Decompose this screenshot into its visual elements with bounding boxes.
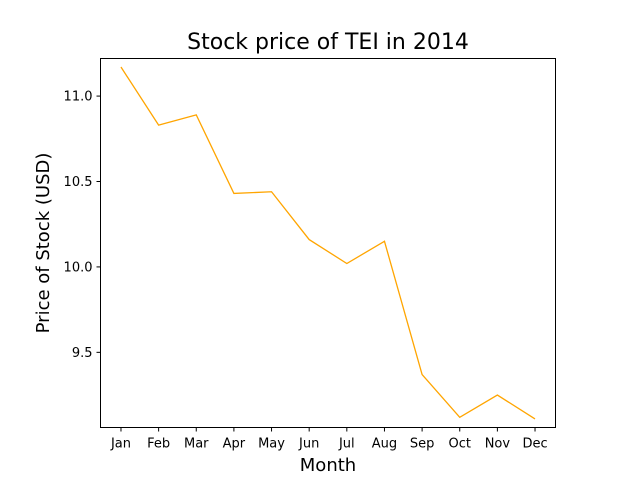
plot-frame — [100, 58, 556, 428]
x-tick-label: Oct — [449, 437, 471, 452]
x-tick-label: Aug — [372, 437, 397, 452]
y-tick-label: 10.0 — [64, 260, 93, 275]
y-tick-label: 11.0 — [64, 90, 93, 105]
x-tick-label: Feb — [147, 437, 170, 452]
x-tick-label: Nov — [485, 437, 511, 452]
x-tick-label: Dec — [522, 437, 547, 452]
chart-title: Stock price of TEI in 2014 — [187, 30, 469, 55]
x-tick-label: Apr — [223, 437, 246, 452]
series-line — [120, 66, 536, 420]
x-axis-ticks: Jan Feb Mar Apr May Jun Jul Aug Sep Oct Nov Dec — [110, 427, 548, 452]
x-tick-label: Jun — [298, 437, 319, 452]
y-tick-label: 10.5 — [64, 175, 93, 190]
x-tick-label: Jan — [110, 437, 131, 452]
x-axis-label: Month — [300, 455, 356, 476]
y-axis-label: Price of Stock (USD) — [33, 153, 54, 334]
plot-area: 9.5 10.0 10.5 11.0 Jan Feb Mar Apr May Jun Jul Aug… — [64, 58, 556, 452]
x-tick-label: Mar — [184, 437, 209, 452]
x-tick-label: Sep — [410, 437, 435, 452]
x-tick-label: Jul — [338, 437, 355, 452]
series-layer — [120, 66, 536, 420]
y-axis-ticks: 9.5 10.0 10.5 11.0 — [64, 90, 101, 361]
y-tick-label: 9.5 — [72, 346, 93, 361]
x-tick-label: May — [258, 437, 285, 452]
